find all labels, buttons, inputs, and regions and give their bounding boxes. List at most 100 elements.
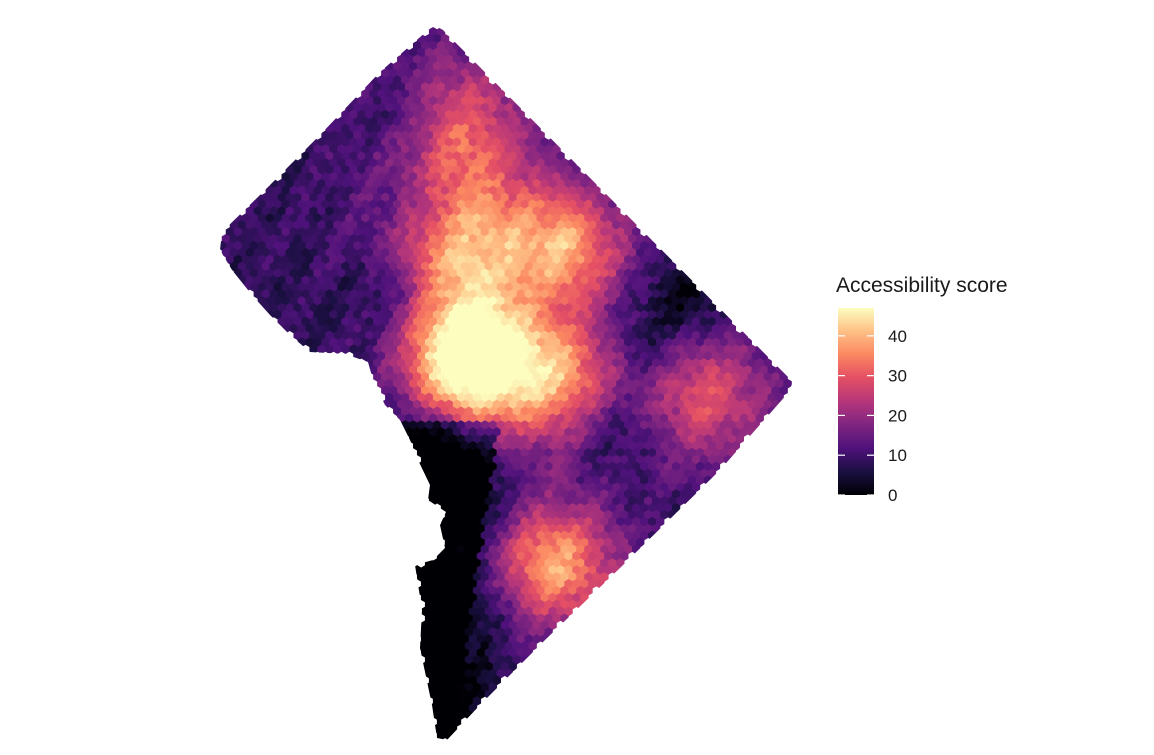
hex-cell: [628, 371, 637, 382]
hex-cell: [540, 551, 549, 562]
hex-cell: [556, 164, 565, 175]
hex-cell: [504, 420, 513, 430]
hex-cell: [568, 213, 577, 223]
hex-cell: [333, 137, 342, 148]
hex-cell: [416, 158, 426, 168]
hex-cell: [460, 440, 470, 451]
hex-cell: [584, 447, 593, 458]
hex-cell: [600, 516, 609, 527]
hex-cell: [703, 378, 713, 389]
hex-cell: [592, 365, 601, 375]
hex-cell: [632, 365, 641, 375]
hex-cell: [428, 440, 438, 451]
hex-cell: [452, 703, 462, 713]
hex-cell: [313, 171, 322, 182]
hex-cell: [440, 434, 450, 444]
hex-cell: [532, 247, 541, 258]
hex-cell: [456, 461, 466, 472]
hex-cell: [596, 344, 605, 355]
hex-cell: [428, 26, 438, 37]
hex-cell: [536, 268, 545, 279]
hex-cell: [476, 385, 486, 396]
hex-cell: [496, 102, 505, 113]
hex-cell: [464, 378, 474, 389]
hex-cell: [321, 171, 330, 182]
hex-cell: [444, 703, 454, 713]
hex-cell: [301, 192, 310, 203]
hex-cell: [329, 323, 338, 334]
hex-cell: [624, 544, 633, 555]
hex-cell: [420, 634, 430, 644]
hex-cell: [731, 427, 741, 437]
hex-cell: [544, 627, 553, 637]
hex-cell: [600, 461, 609, 472]
hex-cell: [520, 530, 529, 541]
hex-cell: [432, 213, 442, 223]
hex-cell: [512, 530, 521, 541]
hex-cell: [759, 406, 768, 417]
hex-cell: [444, 330, 454, 341]
hex-cell: [393, 392, 402, 403]
hex-cell: [480, 572, 490, 582]
hex-cell: [540, 261, 549, 272]
hex-cell: [655, 434, 665, 444]
hex-cell: [568, 309, 577, 320]
hex-cell: [464, 420, 474, 430]
hex-cell: [548, 233, 557, 244]
hex-cell: [488, 240, 498, 251]
hex-cell: [604, 206, 613, 217]
hex-cell: [735, 406, 745, 417]
hex-cell: [440, 585, 450, 596]
hex-cell: [480, 282, 490, 292]
hex-cell: [747, 358, 756, 368]
hex-cell: [385, 296, 394, 306]
hex-cell: [695, 351, 705, 361]
hex-cell: [492, 606, 502, 617]
hex-cell: [556, 192, 565, 203]
hex-cell: [401, 378, 410, 389]
hex-cell: [588, 454, 597, 465]
hex-cell: [436, 496, 446, 506]
hex-cell: [373, 137, 382, 148]
hex-cell: [428, 289, 438, 299]
hex-cell: [365, 95, 374, 106]
hex-cell: [747, 385, 756, 396]
hex-cell: [325, 206, 334, 217]
hex-cell: [492, 592, 502, 603]
hex-cell: [584, 199, 593, 210]
hex-cell: [496, 227, 505, 237]
hex-cell: [301, 206, 310, 217]
hex-cell: [556, 565, 565, 575]
hex-cell: [687, 351, 697, 361]
hex-cell: [632, 434, 641, 444]
hex-cell: [691, 482, 701, 493]
hex-cell: [532, 578, 541, 589]
hex-cell: [484, 565, 494, 575]
hex-cell: [357, 206, 366, 217]
hex-cell: [277, 316, 286, 327]
hex-cell: [488, 254, 498, 265]
hex-cell: [648, 516, 657, 527]
hex-cell: [277, 289, 286, 299]
hex-cell: [648, 365, 657, 375]
hex-cell: [428, 275, 438, 286]
hex-cell: [321, 185, 330, 196]
hex-cell: [504, 296, 513, 306]
hex-cell: [484, 523, 494, 534]
hex-cell: [436, 247, 446, 258]
hex-cell: [369, 213, 378, 223]
hex-cell: [544, 489, 553, 499]
hex-cell: [719, 365, 729, 375]
hex-cell: [723, 413, 733, 424]
hex-cell: [600, 323, 609, 334]
hex-cell: [464, 447, 474, 458]
hex-cell: [564, 592, 573, 603]
hex-cell: [476, 647, 486, 658]
hex-cell: [560, 572, 569, 582]
hex-cell: [484, 440, 494, 451]
hex-cell: [365, 344, 374, 355]
hex-cell: [488, 351, 498, 361]
hex-cell: [528, 213, 537, 223]
hex-cell: [412, 371, 422, 382]
hex-cell: [488, 544, 498, 555]
